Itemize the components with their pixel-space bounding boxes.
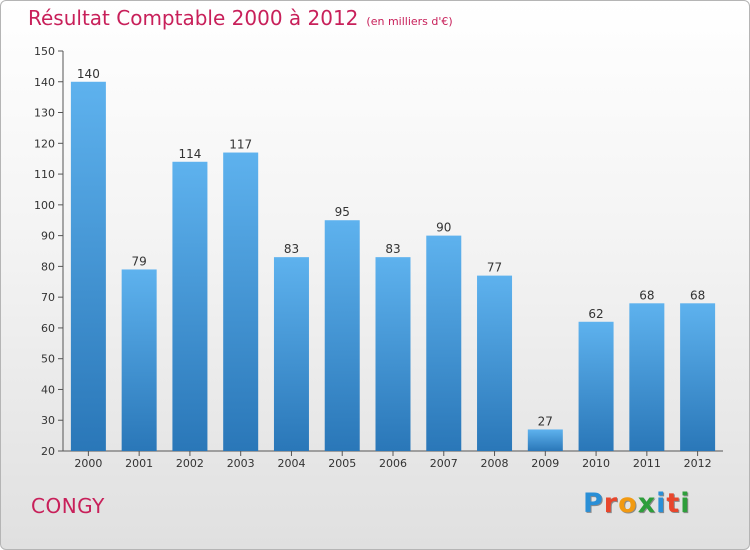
bar-value-label: 62: [588, 307, 603, 321]
logo-letter: o: [618, 488, 638, 519]
y-tick-label: 30: [41, 414, 55, 427]
bar: [375, 257, 411, 451]
proxiti-logo: Proxiti: [583, 488, 691, 519]
y-tick-label: 130: [34, 107, 55, 120]
bar-value-label: 83: [385, 242, 400, 256]
y-tick-label: 150: [34, 45, 55, 58]
bar: [70, 81, 106, 452]
bar: [273, 257, 309, 451]
bar: [426, 235, 462, 451]
y-tick-label: 50: [41, 353, 55, 366]
x-tick-label: 2009: [531, 457, 559, 470]
x-tick-label: 2001: [125, 457, 153, 470]
logo-letter: x: [637, 488, 657, 519]
bar-value-label: 83: [284, 242, 299, 256]
chart-title: Résultat Comptable 2000 à 2012 (en millie…: [28, 6, 453, 30]
bar-value-label: 79: [132, 254, 147, 268]
y-tick-label: 60: [41, 322, 55, 335]
bar: [172, 161, 208, 451]
x-tick-label: 2003: [227, 457, 255, 470]
bar: [629, 303, 665, 451]
bar: [223, 152, 259, 452]
chart-title-text: Résultat Comptable 2000 à 2012: [28, 6, 359, 30]
bar: [477, 275, 513, 451]
y-tick-label: 100: [34, 199, 55, 212]
x-tick-label: 2008: [481, 457, 509, 470]
x-tick-label: 2010: [582, 457, 610, 470]
bar: [680, 303, 716, 451]
x-tick-label: 2004: [277, 457, 305, 470]
y-tick-label: 80: [41, 260, 55, 273]
bar-value-label: 95: [335, 205, 350, 219]
logo-letter: i: [656, 488, 667, 519]
y-tick-label: 70: [41, 291, 55, 304]
commune-name: CONGY: [31, 494, 105, 518]
y-tick-label: 40: [41, 383, 55, 396]
y-tick-label: 90: [41, 230, 55, 243]
x-tick-label: 2007: [430, 457, 458, 470]
logo-letter: t: [666, 488, 681, 519]
chart-unit-text: (en milliers d'€): [366, 15, 453, 28]
x-tick-label: 2005: [328, 457, 356, 470]
bar-value-label: 68: [639, 288, 654, 302]
x-tick-label: 2002: [176, 457, 204, 470]
x-tick-label: 2012: [684, 457, 712, 470]
bar-value-label: 114: [178, 147, 201, 161]
y-tick-label: 110: [34, 168, 55, 181]
bar-value-label: 90: [436, 221, 451, 235]
bar: [121, 269, 157, 451]
y-tick-label: 140: [34, 76, 55, 89]
logo-letter: P: [583, 488, 604, 519]
bar: [578, 321, 614, 451]
logo-letter: r: [603, 488, 619, 519]
bar: [527, 429, 563, 451]
bar: [324, 220, 360, 451]
x-tick-label: 2000: [74, 457, 102, 470]
bar-value-label: 77: [487, 261, 502, 275]
bar-value-label: 140: [77, 67, 100, 81]
y-tick-label: 20: [41, 445, 55, 458]
x-tick-label: 2006: [379, 457, 407, 470]
bar-value-label: 68: [690, 288, 705, 302]
bar-value-label: 117: [229, 138, 252, 152]
y-tick-label: 120: [34, 137, 55, 150]
x-tick-label: 2011: [633, 457, 661, 470]
logo-letter: i: [680, 488, 691, 519]
bar-value-label: 27: [538, 414, 553, 428]
